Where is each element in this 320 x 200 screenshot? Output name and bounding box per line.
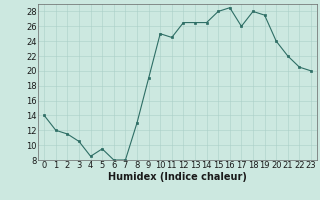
X-axis label: Humidex (Indice chaleur): Humidex (Indice chaleur): [108, 172, 247, 182]
